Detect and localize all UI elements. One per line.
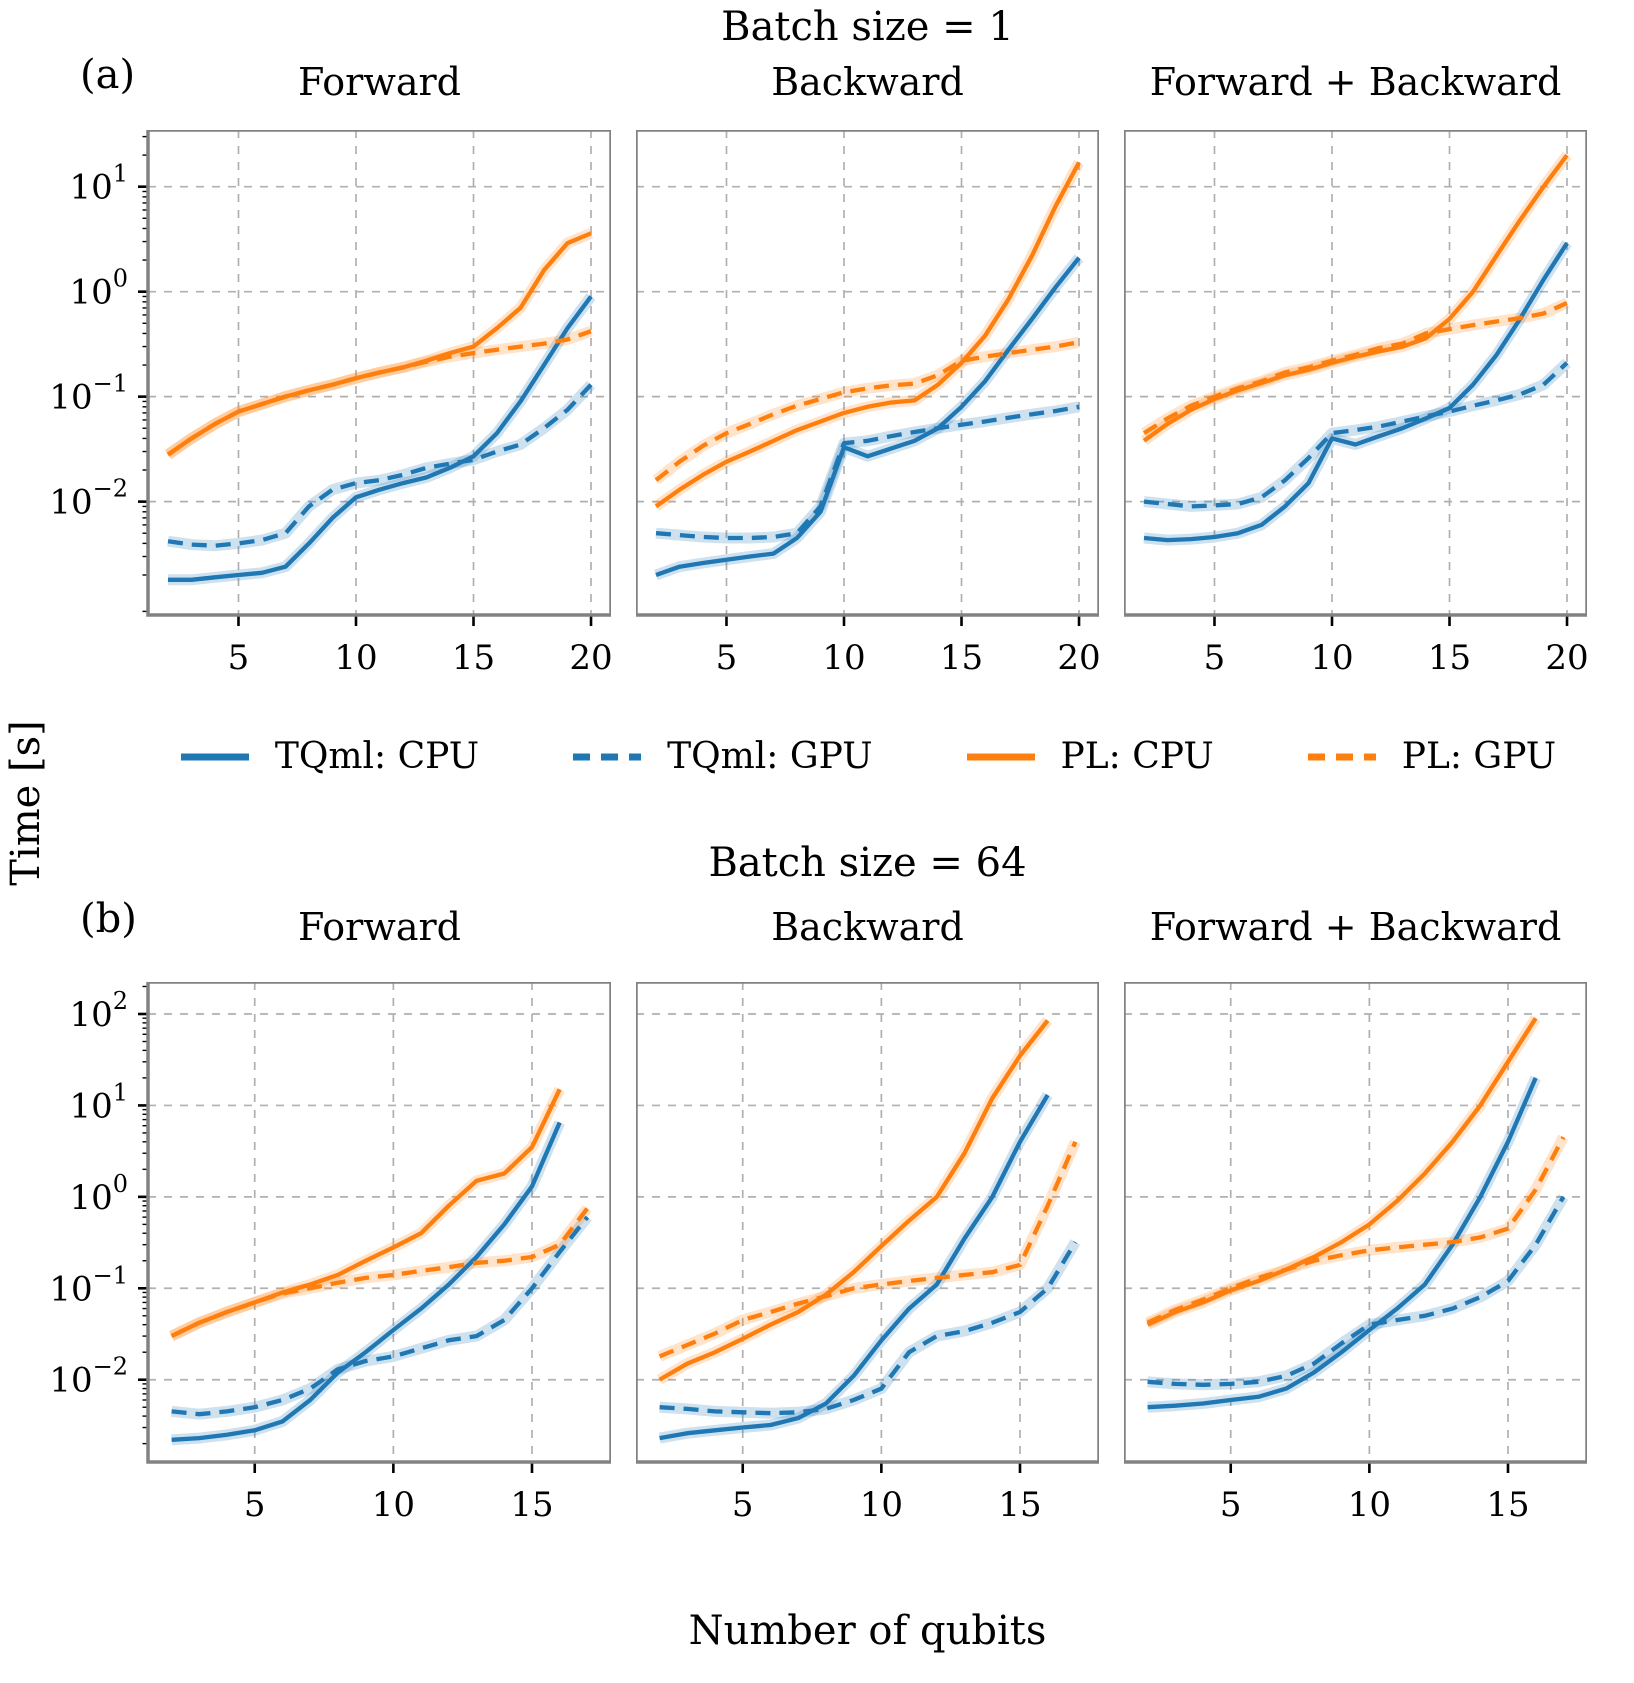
- legend-item-pl-cpu: PL: CPU: [965, 736, 1214, 777]
- svg-text:5: 5: [732, 1485, 754, 1525]
- svg-text:10: 10: [334, 638, 377, 678]
- legend-line-solid-blue-icon: [180, 753, 249, 760]
- svg-text:10: 10: [1310, 638, 1353, 678]
- panel-title-b-forward: Forward: [297, 905, 461, 949]
- legend-line-solid-orange-icon: [966, 753, 1035, 760]
- legend-item-tqml-cpu: TQml: CPU: [179, 736, 479, 777]
- legend-line-dashed-blue-icon: [573, 753, 642, 760]
- svg-text:15: 15: [510, 1485, 553, 1525]
- svg-text:10−2: 10−2: [49, 1353, 128, 1401]
- panel-title-b-forward-backward: Forward + Backward: [1149, 905, 1562, 949]
- legend-item-tqml-gpu: TQml: GPU: [571, 736, 873, 777]
- svg-text:101: 101: [69, 1078, 128, 1126]
- svg-text:15: 15: [452, 638, 495, 678]
- svg-text:5: 5: [1204, 638, 1226, 678]
- panel-title-a-forward-backward: Forward + Backward: [1149, 60, 1562, 104]
- svg-text:100: 100: [69, 265, 128, 313]
- legend-label: PL: GPU: [1401, 736, 1557, 777]
- svg-text:10: 10: [372, 1485, 415, 1525]
- panel-title-a-backward: Backward: [771, 60, 964, 104]
- svg-text:15: 15: [1428, 638, 1471, 678]
- legend-label: TQml: CPU: [274, 736, 480, 777]
- svg-text:20: 20: [1545, 638, 1587, 678]
- svg-text:10: 10: [1348, 1485, 1391, 1525]
- row-a-label: (a): [80, 52, 136, 98]
- panel-title-a-forward: Forward: [297, 60, 461, 104]
- svg-text:102: 102: [69, 987, 128, 1035]
- svg-text:101: 101: [69, 160, 128, 208]
- panel-title-b-backward: Backward: [771, 905, 964, 949]
- svg-text:5: 5: [244, 1485, 266, 1525]
- svg-text:5: 5: [716, 638, 738, 678]
- svg-text:15: 15: [998, 1485, 1041, 1525]
- svg-text:5: 5: [228, 638, 250, 678]
- svg-text:15: 15: [1486, 1485, 1529, 1525]
- svg-text:100: 100: [69, 1170, 128, 1218]
- legend: TQml: CPU TQml: GPU PL: CPU PL: GPU: [148, 736, 1587, 777]
- svg-text:10: 10: [822, 638, 865, 678]
- suptitle-batch-64: Batch size = 64: [708, 840, 1027, 886]
- legend-item-pl-gpu: PL: GPU: [1306, 736, 1556, 777]
- svg-text:10−2: 10−2: [49, 475, 128, 523]
- suptitle-batch-1: Batch size = 1: [721, 4, 1014, 50]
- svg-text:10: 10: [860, 1485, 903, 1525]
- chart-b-forward: 5 10 15 102 101 100 10−1 10−2: [49, 982, 611, 1525]
- legend-label: PL: CPU: [1060, 736, 1214, 777]
- svg-text:20: 20: [1057, 638, 1099, 678]
- x-axis-label: Number of qubits: [688, 1608, 1047, 1654]
- chart-a-forward: 5 10 15 20 101 100 10−1 10−2: [49, 130, 611, 678]
- row-b-label: (b): [80, 896, 137, 942]
- chart-b-forward-backward: 5 10 15: [1124, 982, 1587, 1525]
- chart-a-forward-backward: 5 10 15 20: [1124, 130, 1587, 678]
- chart-b-backward: 5 10 15: [636, 982, 1099, 1525]
- svg-text:10−1: 10−1: [49, 370, 128, 418]
- svg-text:20: 20: [569, 638, 611, 678]
- chart-a-backward: 5 10 15 20: [636, 130, 1099, 678]
- y-axis-label: Time [s]: [3, 720, 49, 886]
- svg-text:10−1: 10−1: [49, 1261, 128, 1309]
- svg-text:15: 15: [940, 638, 983, 678]
- legend-line-dashed-orange-icon: [1307, 753, 1376, 760]
- svg-text:5: 5: [1220, 1485, 1242, 1525]
- legend-label: TQml: GPU: [667, 736, 873, 777]
